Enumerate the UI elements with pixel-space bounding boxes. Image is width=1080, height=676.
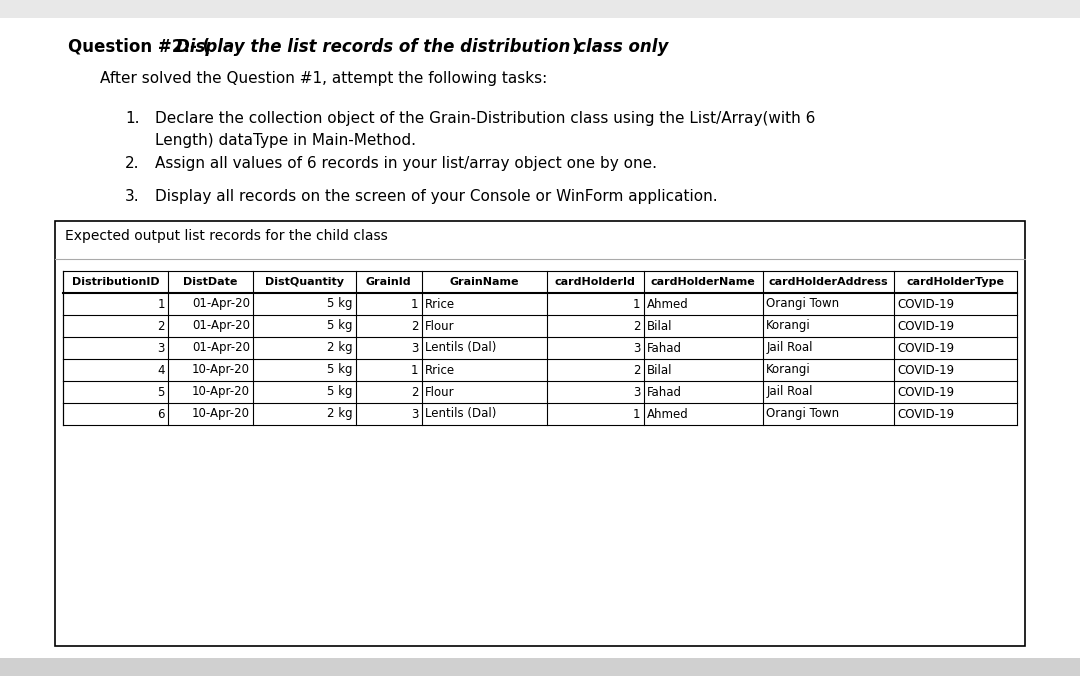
Text: 3: 3 [411,341,419,354]
Text: 5 kg: 5 kg [327,320,352,333]
Bar [63,271,1017,293]
Text: 1: 1 [411,364,419,377]
Text: 3.: 3. [125,189,139,204]
Text: cardHolderAddress: cardHolderAddress [769,277,889,287]
Text: Orangi Town: Orangi Town [766,408,839,420]
Text: COVID-19: COVID-19 [897,385,954,398]
Text: 2: 2 [633,320,640,333]
Text: Declare the collection object of the Grain-Distribution class using the List/Arr: Declare the collection object of the Gra… [156,111,815,126]
Text: 3: 3 [158,341,165,354]
Text: 10-Apr-20: 10-Apr-20 [192,364,251,377]
Text: ): ) [572,38,580,56]
Text: Display all records on the screen of your Console or WinForm application.: Display all records on the screen of you… [156,189,717,204]
Text: Display the list records of the distribution class only: Display the list records of the distribu… [176,38,669,56]
Text: 2: 2 [411,320,419,333]
Text: 1.: 1. [125,111,139,126]
Text: 1: 1 [158,297,165,310]
Text: Bilal: Bilal [647,320,672,333]
Text: DistQuantity: DistQuantity [265,277,343,287]
Text: Rrice: Rrice [424,364,455,377]
Text: Flour: Flour [424,320,455,333]
Text: cardHolderName: cardHolderName [651,277,756,287]
Text: Ahmed: Ahmed [647,297,688,310]
Text: GrainName: GrainName [449,277,519,287]
Text: Expected output list records for the child class: Expected output list records for the chi… [65,229,388,243]
Text: Length) dataType in Main-Method.: Length) dataType in Main-Method. [156,133,416,148]
Text: 2.: 2. [125,156,139,171]
Text: 3: 3 [411,408,419,420]
Text: cardHolderType: cardHolderType [906,277,1004,287]
Text: COVID-19: COVID-19 [897,408,954,420]
Text: Korangi: Korangi [766,364,811,377]
Text: Orangi Town: Orangi Town [766,297,839,310]
Text: DistDate: DistDate [184,277,238,287]
Text: Fahad: Fahad [647,341,681,354]
Text: Lentils (Dal): Lentils (Dal) [424,341,496,354]
Text: Rrice: Rrice [424,297,455,310]
Text: 1: 1 [633,408,640,420]
Text: DistributionID: DistributionID [71,277,159,287]
Text: 5 kg: 5 kg [327,364,352,377]
Text: Bilal: Bilal [647,364,672,377]
Text: 1: 1 [633,297,640,310]
Text: 2: 2 [411,385,419,398]
Text: 3: 3 [633,385,640,398]
Text: 2 kg: 2 kg [327,341,352,354]
Text: 5: 5 [158,385,165,398]
Text: 3: 3 [633,341,640,354]
Text: GrainId: GrainId [366,277,411,287]
Text: 1: 1 [411,297,419,310]
Text: Jail Roal: Jail Roal [766,341,812,354]
Text: COVID-19: COVID-19 [897,341,954,354]
Text: 6: 6 [158,408,165,420]
Text: 5 kg: 5 kg [327,385,352,398]
Text: Jail Roal: Jail Roal [766,385,812,398]
Bar [0,658,1080,676]
Text: cardHolderId: cardHolderId [555,277,636,287]
Text: 10-Apr-20: 10-Apr-20 [192,408,251,420]
Text: Korangi: Korangi [766,320,811,333]
Text: 5 kg: 5 kg [327,297,352,310]
Text: Ahmed: Ahmed [647,408,688,420]
Text: 01-Apr-20: 01-Apr-20 [192,320,251,333]
Text: Lentils (Dal): Lentils (Dal) [424,408,496,420]
Text: 2 kg: 2 kg [327,408,352,420]
Text: 10-Apr-20: 10-Apr-20 [192,385,251,398]
Text: COVID-19: COVID-19 [897,320,954,333]
Text: 4: 4 [158,364,165,377]
Text: 2: 2 [633,364,640,377]
Text: COVID-19: COVID-19 [897,364,954,377]
Text: Fahad: Fahad [647,385,681,398]
Bar [55,221,1025,646]
Text: Flour: Flour [424,385,455,398]
Text: COVID-19: COVID-19 [897,297,954,310]
Text: Question #2:- (: Question #2:- ( [68,38,211,56]
Text: Assign all values of 6 records in your list/array object one by one.: Assign all values of 6 records in your l… [156,156,657,171]
Text: 01-Apr-20: 01-Apr-20 [192,297,251,310]
Text: 2: 2 [158,320,165,333]
Text: After solved the Question #1, attempt the following tasks:: After solved the Question #1, attempt th… [100,71,548,86]
Text: 01-Apr-20: 01-Apr-20 [192,341,251,354]
